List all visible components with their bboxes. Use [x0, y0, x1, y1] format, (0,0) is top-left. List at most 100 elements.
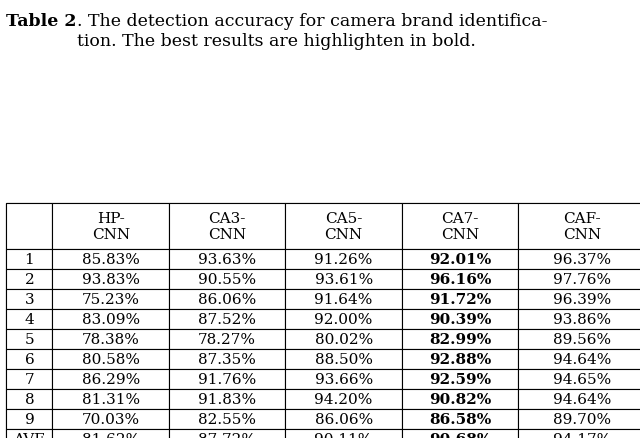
Bar — [52, 329, 169, 349]
Bar — [52, 290, 169, 309]
Bar — [285, 250, 402, 269]
Bar — [52, 350, 169, 369]
Text: 8: 8 — [24, 392, 35, 406]
Text: 86.29%: 86.29% — [81, 372, 140, 386]
Bar — [402, 350, 518, 369]
Bar — [518, 429, 640, 438]
Text: 91.64%: 91.64% — [314, 293, 373, 307]
Text: 89.56%: 89.56% — [554, 332, 611, 346]
Text: 90.11%: 90.11% — [314, 432, 373, 438]
Text: 81.31%: 81.31% — [82, 392, 140, 406]
Bar — [6, 389, 52, 409]
Bar — [402, 369, 518, 389]
Bar — [52, 309, 169, 329]
Text: 86.06%: 86.06% — [198, 293, 257, 307]
Bar — [518, 269, 640, 290]
Bar — [52, 204, 169, 250]
Text: 80.58%: 80.58% — [82, 352, 140, 366]
Text: 90.39%: 90.39% — [429, 312, 492, 326]
Text: 86.58%: 86.58% — [429, 412, 492, 426]
Bar — [52, 269, 169, 290]
Text: HP-
CNN: HP- CNN — [92, 212, 130, 242]
Text: 80.02%: 80.02% — [314, 332, 373, 346]
Text: 92.88%: 92.88% — [429, 352, 492, 366]
Text: 86.06%: 86.06% — [314, 412, 373, 426]
Text: 85.83%: 85.83% — [82, 253, 140, 267]
Text: 93.63%: 93.63% — [198, 253, 256, 267]
Bar — [6, 204, 52, 250]
Bar — [169, 269, 285, 290]
Text: 91.83%: 91.83% — [198, 392, 256, 406]
Text: 75.23%: 75.23% — [82, 293, 140, 307]
Text: 87.72%: 87.72% — [198, 432, 256, 438]
Bar — [6, 309, 52, 329]
Text: 7: 7 — [24, 372, 35, 386]
Bar — [285, 350, 402, 369]
Text: 92.01%: 92.01% — [429, 253, 492, 267]
Text: 2: 2 — [24, 272, 35, 286]
Bar — [6, 290, 52, 309]
Bar — [402, 329, 518, 349]
Bar — [6, 269, 52, 290]
Text: 93.66%: 93.66% — [314, 372, 373, 386]
Bar — [285, 290, 402, 309]
Text: 93.61%: 93.61% — [314, 272, 373, 286]
Text: 89.70%: 89.70% — [554, 412, 611, 426]
Text: 91.72%: 91.72% — [429, 293, 492, 307]
Bar — [402, 429, 518, 438]
Bar — [169, 290, 285, 309]
Bar — [518, 290, 640, 309]
Text: 82.99%: 82.99% — [429, 332, 492, 346]
Text: Table 2: Table 2 — [6, 13, 77, 30]
Bar — [6, 204, 640, 438]
Bar — [169, 409, 285, 429]
Bar — [6, 250, 52, 269]
Bar — [169, 429, 285, 438]
Bar — [518, 309, 640, 329]
Bar — [52, 250, 169, 269]
Bar — [518, 250, 640, 269]
Bar — [169, 329, 285, 349]
Bar — [402, 269, 518, 290]
Bar — [52, 409, 169, 429]
Text: 92.00%: 92.00% — [314, 312, 373, 326]
Text: 94.17%: 94.17% — [553, 432, 612, 438]
Text: 93.86%: 93.86% — [554, 312, 611, 326]
Text: 90.55%: 90.55% — [198, 272, 256, 286]
Text: 97.76%: 97.76% — [554, 272, 611, 286]
Text: 81.62%: 81.62% — [81, 432, 140, 438]
Text: 70.03%: 70.03% — [82, 412, 140, 426]
Bar — [402, 250, 518, 269]
Bar — [518, 204, 640, 250]
Bar — [402, 204, 518, 250]
Bar — [518, 409, 640, 429]
Bar — [6, 369, 52, 389]
Bar — [518, 329, 640, 349]
Text: 9: 9 — [24, 412, 35, 426]
Text: 6: 6 — [24, 352, 35, 366]
Text: 4: 4 — [24, 312, 35, 326]
Text: . The detection accuracy for camera brand identifica-
tion. The best results are: . The detection accuracy for camera bran… — [77, 13, 547, 49]
Text: 90.82%: 90.82% — [429, 392, 492, 406]
Bar — [285, 309, 402, 329]
Text: 90.68%: 90.68% — [429, 432, 492, 438]
Bar — [402, 389, 518, 409]
Bar — [6, 429, 52, 438]
Text: 1: 1 — [24, 253, 35, 267]
Text: 78.27%: 78.27% — [198, 332, 256, 346]
Bar — [285, 429, 402, 438]
Bar — [52, 389, 169, 409]
Text: 96.39%: 96.39% — [553, 293, 612, 307]
Text: 96.16%: 96.16% — [429, 272, 492, 286]
Bar — [402, 290, 518, 309]
Text: AVE: AVE — [13, 432, 45, 438]
Text: 94.20%: 94.20% — [314, 392, 373, 406]
Text: 91.26%: 91.26% — [314, 253, 373, 267]
Bar — [52, 369, 169, 389]
Text: 87.35%: 87.35% — [198, 352, 256, 366]
Text: 87.52%: 87.52% — [198, 312, 256, 326]
Bar — [285, 409, 402, 429]
Text: 96.37%: 96.37% — [554, 253, 611, 267]
Text: CA7-
CNN: CA7- CNN — [441, 212, 479, 242]
Bar — [285, 389, 402, 409]
